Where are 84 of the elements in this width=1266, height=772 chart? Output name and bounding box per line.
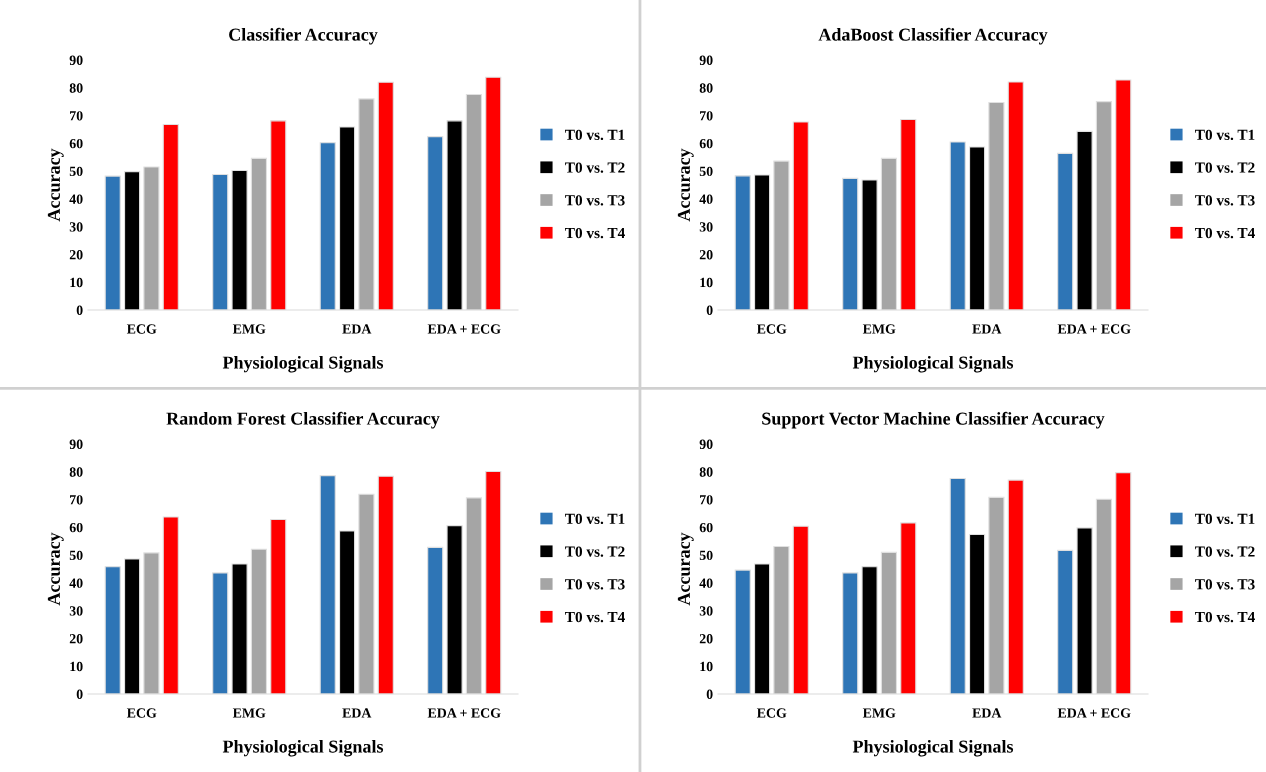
x-tick-label: EMG xyxy=(232,708,266,718)
y-tick-label: 50 xyxy=(69,550,83,561)
x-tick-label: ECG xyxy=(756,708,787,718)
x-tick-label: EMG xyxy=(862,324,896,334)
y-tick-label: 60 xyxy=(699,138,713,149)
y-tick-label: 90 xyxy=(69,439,83,449)
y-tick-label: 90 xyxy=(699,55,713,65)
y-tick-label: 80 xyxy=(69,83,83,93)
x-axis-title: Physiological Signals xyxy=(852,355,1014,373)
y-tick-label: 70 xyxy=(70,495,83,505)
legend-label: T0 vs. T1 xyxy=(565,129,625,141)
x-tick-label: EMG xyxy=(862,708,896,718)
y-tick-label: 80 xyxy=(69,467,83,477)
legend-label: T0 vs. T4 xyxy=(1195,611,1255,623)
y-tick-label: 30 xyxy=(69,222,83,232)
y-tick-label: 80 xyxy=(699,83,713,93)
x-axis-title: Physiological Signals xyxy=(222,739,384,757)
legend-label: T0 vs. T3 xyxy=(1195,579,1255,590)
y-tick-label: 10 xyxy=(700,661,713,672)
legend-label: T0 vs. T3 xyxy=(565,195,625,206)
y-tick-label: 70 xyxy=(700,495,713,505)
x-tick-label: ECG xyxy=(126,324,157,334)
x-tick-label: ECG xyxy=(756,324,787,334)
y-tick-label: 30 xyxy=(699,606,713,616)
y-tick-label: 70 xyxy=(700,111,713,121)
legend-label: T0 vs. T1 xyxy=(565,513,625,525)
y-tick-label: 0 xyxy=(706,305,713,315)
y-tick-label: 20 xyxy=(69,250,83,260)
x-tick-label: EDA + ECG xyxy=(1057,324,1131,334)
y-tick-label: 20 xyxy=(699,634,713,644)
y-tick-label: 20 xyxy=(699,250,713,260)
x-tick-label: EDA + ECG xyxy=(1057,708,1131,718)
chart-title: Classifier Accuracy xyxy=(229,27,378,45)
y-axis-title: Accuracy xyxy=(677,148,694,222)
x-tick-label: EDA xyxy=(342,708,372,718)
legend-label: T0 vs. T3 xyxy=(565,579,625,590)
y-tick-label: 0 xyxy=(76,305,83,315)
y-tick-label: 10 xyxy=(700,277,713,288)
legend-label: T0 vs. T2 xyxy=(1195,162,1255,173)
x-tick-label: EDA xyxy=(972,708,1002,718)
legend-label: T0 vs. T1 xyxy=(1195,129,1255,141)
legend-label: T0 vs. T4 xyxy=(1195,227,1255,239)
chart-title: Support Vector Machine Classifier Accuracy xyxy=(762,411,1105,429)
y-axis-title: Accuracy xyxy=(47,148,64,222)
y-tick-label: 40 xyxy=(699,578,713,588)
x-axis-title: Physiological Signals xyxy=(222,355,384,373)
y-tick-label: 90 xyxy=(69,55,83,65)
legend-label: T0 vs. T3 xyxy=(1195,195,1255,206)
y-tick-label: 30 xyxy=(699,222,713,232)
y-tick-label: 60 xyxy=(699,522,713,533)
x-tick-label: EDA xyxy=(342,324,372,334)
y-tick-label: 90 xyxy=(699,439,713,449)
legend-label: T0 vs. T2 xyxy=(1195,546,1255,557)
y-tick-label: 30 xyxy=(69,606,83,616)
chart-title: AdaBoost Classifier Accuracy xyxy=(818,27,1048,45)
y-tick-label: 40 xyxy=(699,194,713,204)
y-tick-label: 60 xyxy=(69,138,83,149)
y-tick-label: 0 xyxy=(76,689,83,699)
chart-title: Random Forest Classifier Accuracy xyxy=(166,411,440,429)
x-tick-label: EDA + ECG xyxy=(427,324,501,334)
y-tick-label: 50 xyxy=(699,166,713,177)
y-tick-label: 50 xyxy=(69,166,83,177)
x-tick-label: EDA xyxy=(972,324,1002,334)
y-axis-title: Accuracy xyxy=(677,532,694,606)
x-tick-label: EDA + ECG xyxy=(427,708,501,718)
y-tick-label: 10 xyxy=(70,277,83,288)
legend-label: T0 vs. T1 xyxy=(1195,513,1255,525)
y-tick-label: 0 xyxy=(706,689,713,699)
legend-label: T0 vs. T4 xyxy=(565,611,625,623)
y-tick-label: 60 xyxy=(69,522,83,533)
y-axis-title: Accuracy xyxy=(47,532,64,606)
legend-label: T0 vs. T4 xyxy=(565,227,625,239)
y-tick-label: 20 xyxy=(69,634,83,644)
legend-label: T0 vs. T2 xyxy=(565,162,625,173)
y-tick-label: 40 xyxy=(69,578,83,588)
y-tick-label: 40 xyxy=(69,194,83,204)
x-axis-title: Physiological Signals xyxy=(852,739,1014,757)
legend-label: T0 vs. T2 xyxy=(565,546,625,557)
x-tick-label: EMG xyxy=(232,324,266,334)
y-tick-label: 70 xyxy=(70,111,83,121)
y-tick-label: 80 xyxy=(699,467,713,477)
y-tick-label: 10 xyxy=(70,661,83,672)
x-tick-label: ECG xyxy=(126,708,157,718)
y-tick-label: 50 xyxy=(699,550,713,561)
